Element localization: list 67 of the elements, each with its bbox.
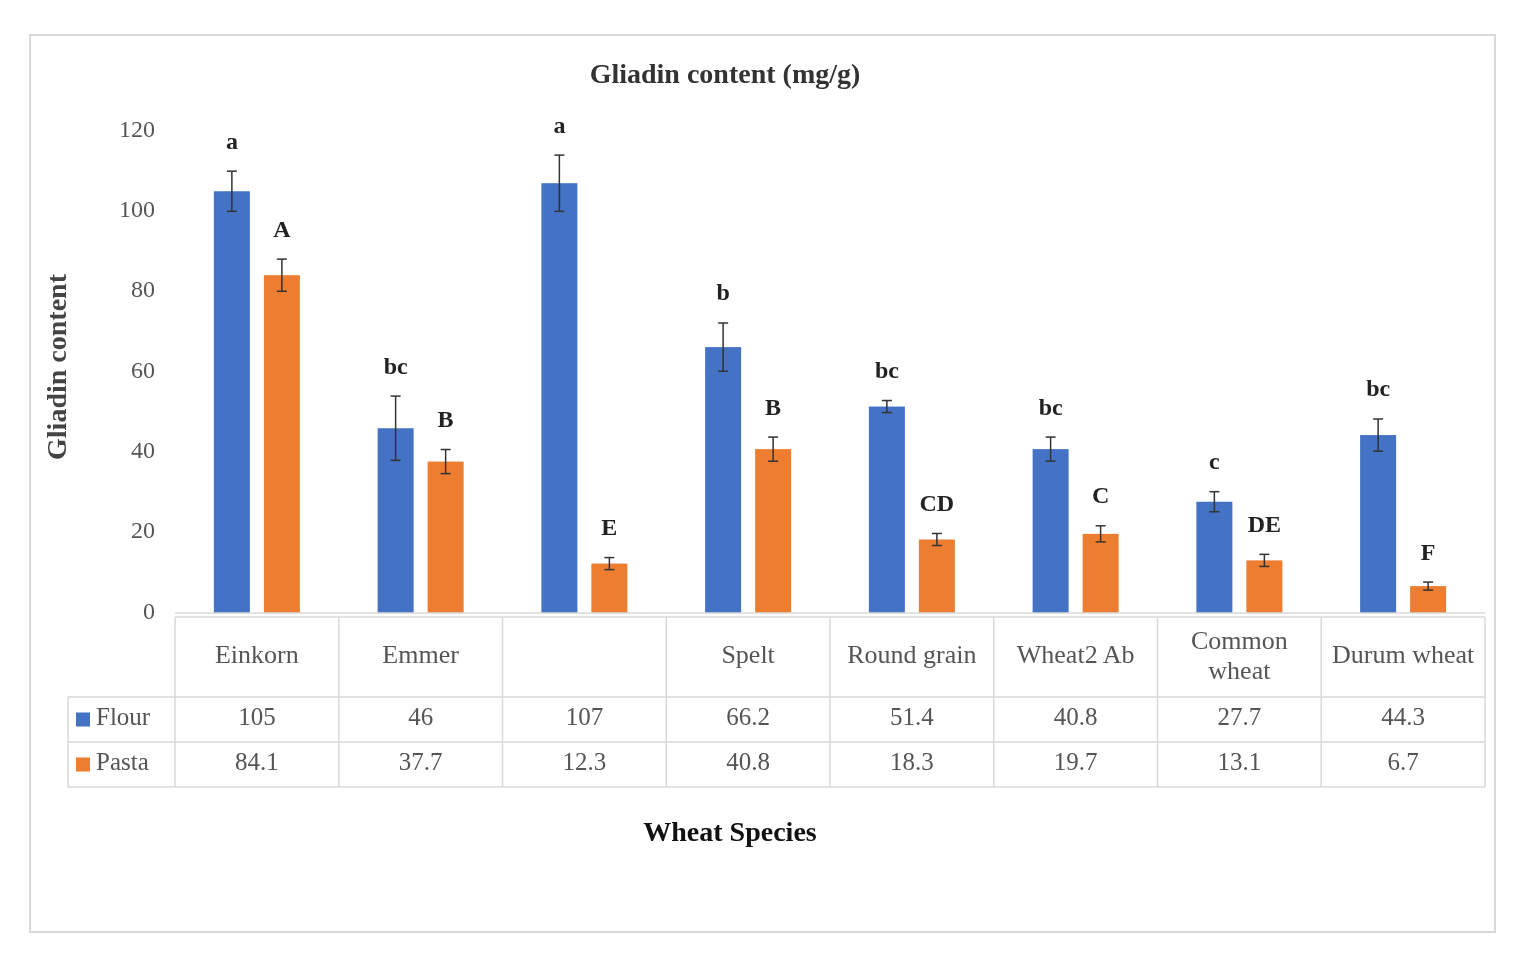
annotation: A bbox=[273, 215, 292, 242]
annotation: B bbox=[437, 406, 454, 433]
y-tick-label: 0 bbox=[143, 597, 155, 624]
y-tick-label: 20 bbox=[131, 517, 155, 544]
data-label: 40.8 bbox=[726, 748, 770, 776]
annotation: bc bbox=[1366, 375, 1391, 402]
x-tick-label: Spelt bbox=[721, 639, 776, 669]
annotation: DE bbox=[1247, 510, 1282, 537]
y-tick-label: 40 bbox=[131, 436, 155, 463]
x-tick-label: Einkorn bbox=[214, 639, 299, 669]
data-label: 66.2 bbox=[726, 703, 770, 731]
bar bbox=[213, 191, 250, 613]
annotation: bc bbox=[1038, 393, 1063, 420]
legend-label: Flour bbox=[96, 703, 151, 731]
bar bbox=[1360, 435, 1397, 613]
bar bbox=[377, 428, 414, 613]
x-tick-label: Wheat2 Ab bbox=[1016, 639, 1135, 669]
x-axis-title: Wheat Species bbox=[643, 816, 817, 848]
y-tick-label: 100 bbox=[119, 195, 155, 222]
chart-title: Gliadin content (mg/g) bbox=[589, 58, 861, 90]
annotation: bc bbox=[874, 357, 900, 384]
y-tick-label: 80 bbox=[131, 276, 155, 303]
bar bbox=[591, 563, 628, 613]
annotation: B bbox=[765, 393, 782, 420]
bar bbox=[705, 347, 742, 613]
y-axis-title: Gliadin content bbox=[41, 273, 73, 460]
annotation: C bbox=[1091, 482, 1110, 509]
data-label: 6.7 bbox=[1387, 748, 1419, 776]
bar bbox=[1196, 501, 1233, 613]
annotation: bc bbox=[383, 352, 408, 379]
bar bbox=[868, 406, 905, 613]
annotation: F bbox=[1420, 538, 1436, 565]
data-label: 84.1 bbox=[235, 748, 279, 776]
bar bbox=[427, 461, 464, 613]
annotation: E bbox=[601, 514, 618, 541]
legend-label: Pasta bbox=[96, 748, 149, 776]
data-label: 40.8 bbox=[1053, 703, 1098, 731]
annotation: b bbox=[716, 279, 730, 306]
bar bbox=[755, 449, 792, 613]
annotation: CD bbox=[919, 489, 955, 516]
bar bbox=[1082, 533, 1119, 613]
data-label: 46 bbox=[408, 703, 434, 731]
bar bbox=[263, 275, 300, 613]
annotation: a bbox=[553, 111, 566, 138]
data-label: 18.3 bbox=[890, 748, 934, 776]
data-label: 51.4 bbox=[890, 703, 935, 731]
data-label: 105 bbox=[238, 703, 276, 731]
bar bbox=[541, 183, 578, 613]
y-tick-label: 120 bbox=[119, 115, 155, 142]
annotation: c bbox=[1209, 448, 1221, 475]
x-tick-label: Round grain bbox=[847, 639, 977, 669]
x-tick-label: Emmer bbox=[382, 639, 460, 669]
y-tick-label: 60 bbox=[131, 356, 155, 383]
data-label: 44.3 bbox=[1381, 703, 1425, 731]
data-label: 107 bbox=[565, 703, 604, 731]
bar bbox=[918, 539, 955, 613]
bar bbox=[1246, 560, 1283, 613]
x-tick-label: Durum wheat bbox=[1332, 639, 1476, 669]
data-label: 37.7 bbox=[398, 748, 443, 776]
data-label: 13.1 bbox=[1217, 748, 1262, 776]
bar bbox=[1410, 586, 1447, 613]
annotation: a bbox=[225, 127, 238, 154]
data-label: 27.7 bbox=[1217, 703, 1262, 731]
data-label: 19.7 bbox=[1053, 748, 1098, 776]
x-tick-label: Common wheat bbox=[1190, 625, 1288, 685]
bar bbox=[1032, 449, 1069, 613]
data-label: 12.3 bbox=[562, 748, 607, 776]
